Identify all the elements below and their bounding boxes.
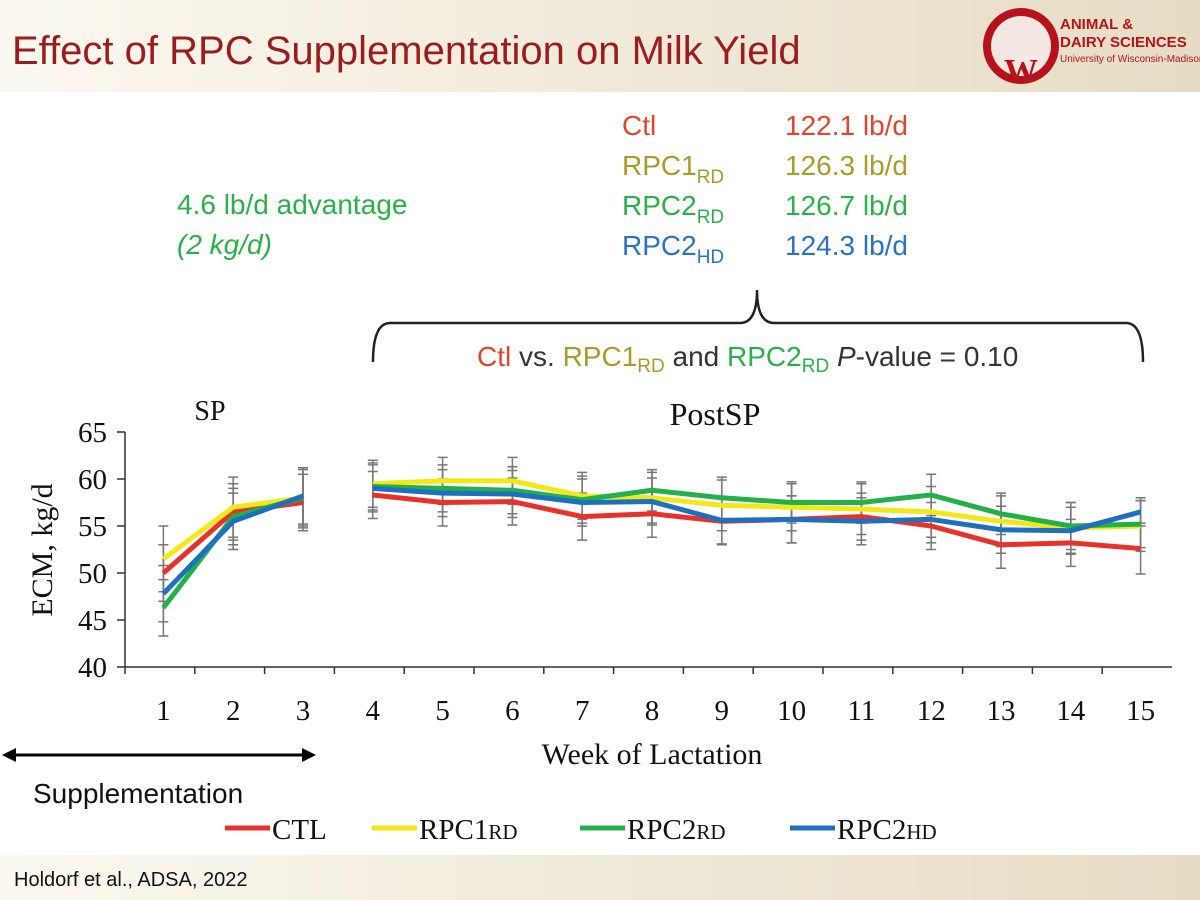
y-tick-label: 65 xyxy=(78,417,107,449)
yield-value: 122.1 lb/d xyxy=(785,110,908,141)
legend-label: CTL xyxy=(272,814,327,846)
x-tick-label: 12 xyxy=(917,695,946,727)
brace xyxy=(371,289,1145,363)
yield-label: Ctl xyxy=(622,110,656,141)
y-tick-label: 45 xyxy=(78,605,107,637)
legend-label: RPC2RD xyxy=(627,814,726,846)
x-tick-label: 8 xyxy=(645,695,660,727)
region-label: SP xyxy=(194,396,225,427)
y-axis-label: ECM, kg/d xyxy=(26,483,59,616)
series-line xyxy=(372,478,1141,531)
x-tick-label: 7 xyxy=(575,695,590,727)
x-tick-label: 13 xyxy=(986,695,1015,727)
legend-label: RPC2HD xyxy=(837,814,937,846)
yield-value: 126.3 lb/d xyxy=(785,150,908,181)
x-tick-label: 3 xyxy=(296,695,311,727)
yield-label: RPC2RD xyxy=(622,190,724,228)
supplementation-label: Supplementation xyxy=(33,778,243,809)
logo-mark: W xyxy=(1004,53,1038,90)
yield-table: Ctl 122.1 lb/d RPC1RD 126.3 lb/d RPC2RD 126.7… xyxy=(622,110,908,268)
region-label: PostSP xyxy=(670,396,761,432)
x-tick-label: 5 xyxy=(435,695,450,727)
series-line xyxy=(161,493,304,596)
yield-value: 124.3 lb/d xyxy=(785,230,908,261)
p-value: Ctl vs. RPC1RD and RPC2RD P-value = 0.10 xyxy=(477,341,1018,377)
logo-text: DAIRY SCIENCES xyxy=(1060,34,1187,51)
series-line xyxy=(372,484,1141,529)
x-axis-label: Week of Lactation xyxy=(542,738,763,771)
y-tick-label: 60 xyxy=(78,464,107,496)
x-tick-label: 11 xyxy=(847,695,875,727)
x-tick-label: 2 xyxy=(226,695,241,727)
y-tick-label: 50 xyxy=(78,558,107,590)
x-tick-label: 15 xyxy=(1126,695,1155,727)
x-tick-label: 1 xyxy=(156,695,171,727)
footer: Holdorf et al., ADSA, 2022 xyxy=(14,869,247,891)
logo-inner xyxy=(991,16,1051,76)
footer-band xyxy=(0,855,1200,900)
legend: CTL RPC1RD RPC2RD RPC2HD xyxy=(225,814,937,846)
advantage: 4.6 lb/d advantage xyxy=(177,189,407,220)
series-line xyxy=(372,485,1142,534)
yield-label: RPC2HD xyxy=(622,230,724,268)
x-tick-label: 6 xyxy=(505,695,520,727)
logo-text: University of Wisconsin-Madison xyxy=(1060,54,1200,65)
x-tick-label: 10 xyxy=(777,695,806,727)
logo-text: ANIMAL & xyxy=(1060,16,1133,33)
x-tick-label: 14 xyxy=(1056,695,1086,727)
legend-label: RPC1RD xyxy=(419,814,518,846)
yield-label: RPC1RD xyxy=(622,150,724,188)
yield-value: 126.7 lb/d xyxy=(785,190,908,221)
x-tick-label: 4 xyxy=(366,695,381,727)
advantage: (2 kg/d) xyxy=(177,229,272,260)
y-tick-label: 40 xyxy=(78,652,107,684)
supplementation-arrow xyxy=(2,748,316,762)
series-line xyxy=(161,495,304,561)
slide-title: Effect of RPC Supplementation on Milk Yi… xyxy=(12,29,801,73)
logo: W ANIMAL & DAIRY SCIENCES University of … xyxy=(983,8,1200,90)
y-tick-label: 55 xyxy=(78,511,107,543)
x-tick-label: 9 xyxy=(715,695,730,727)
